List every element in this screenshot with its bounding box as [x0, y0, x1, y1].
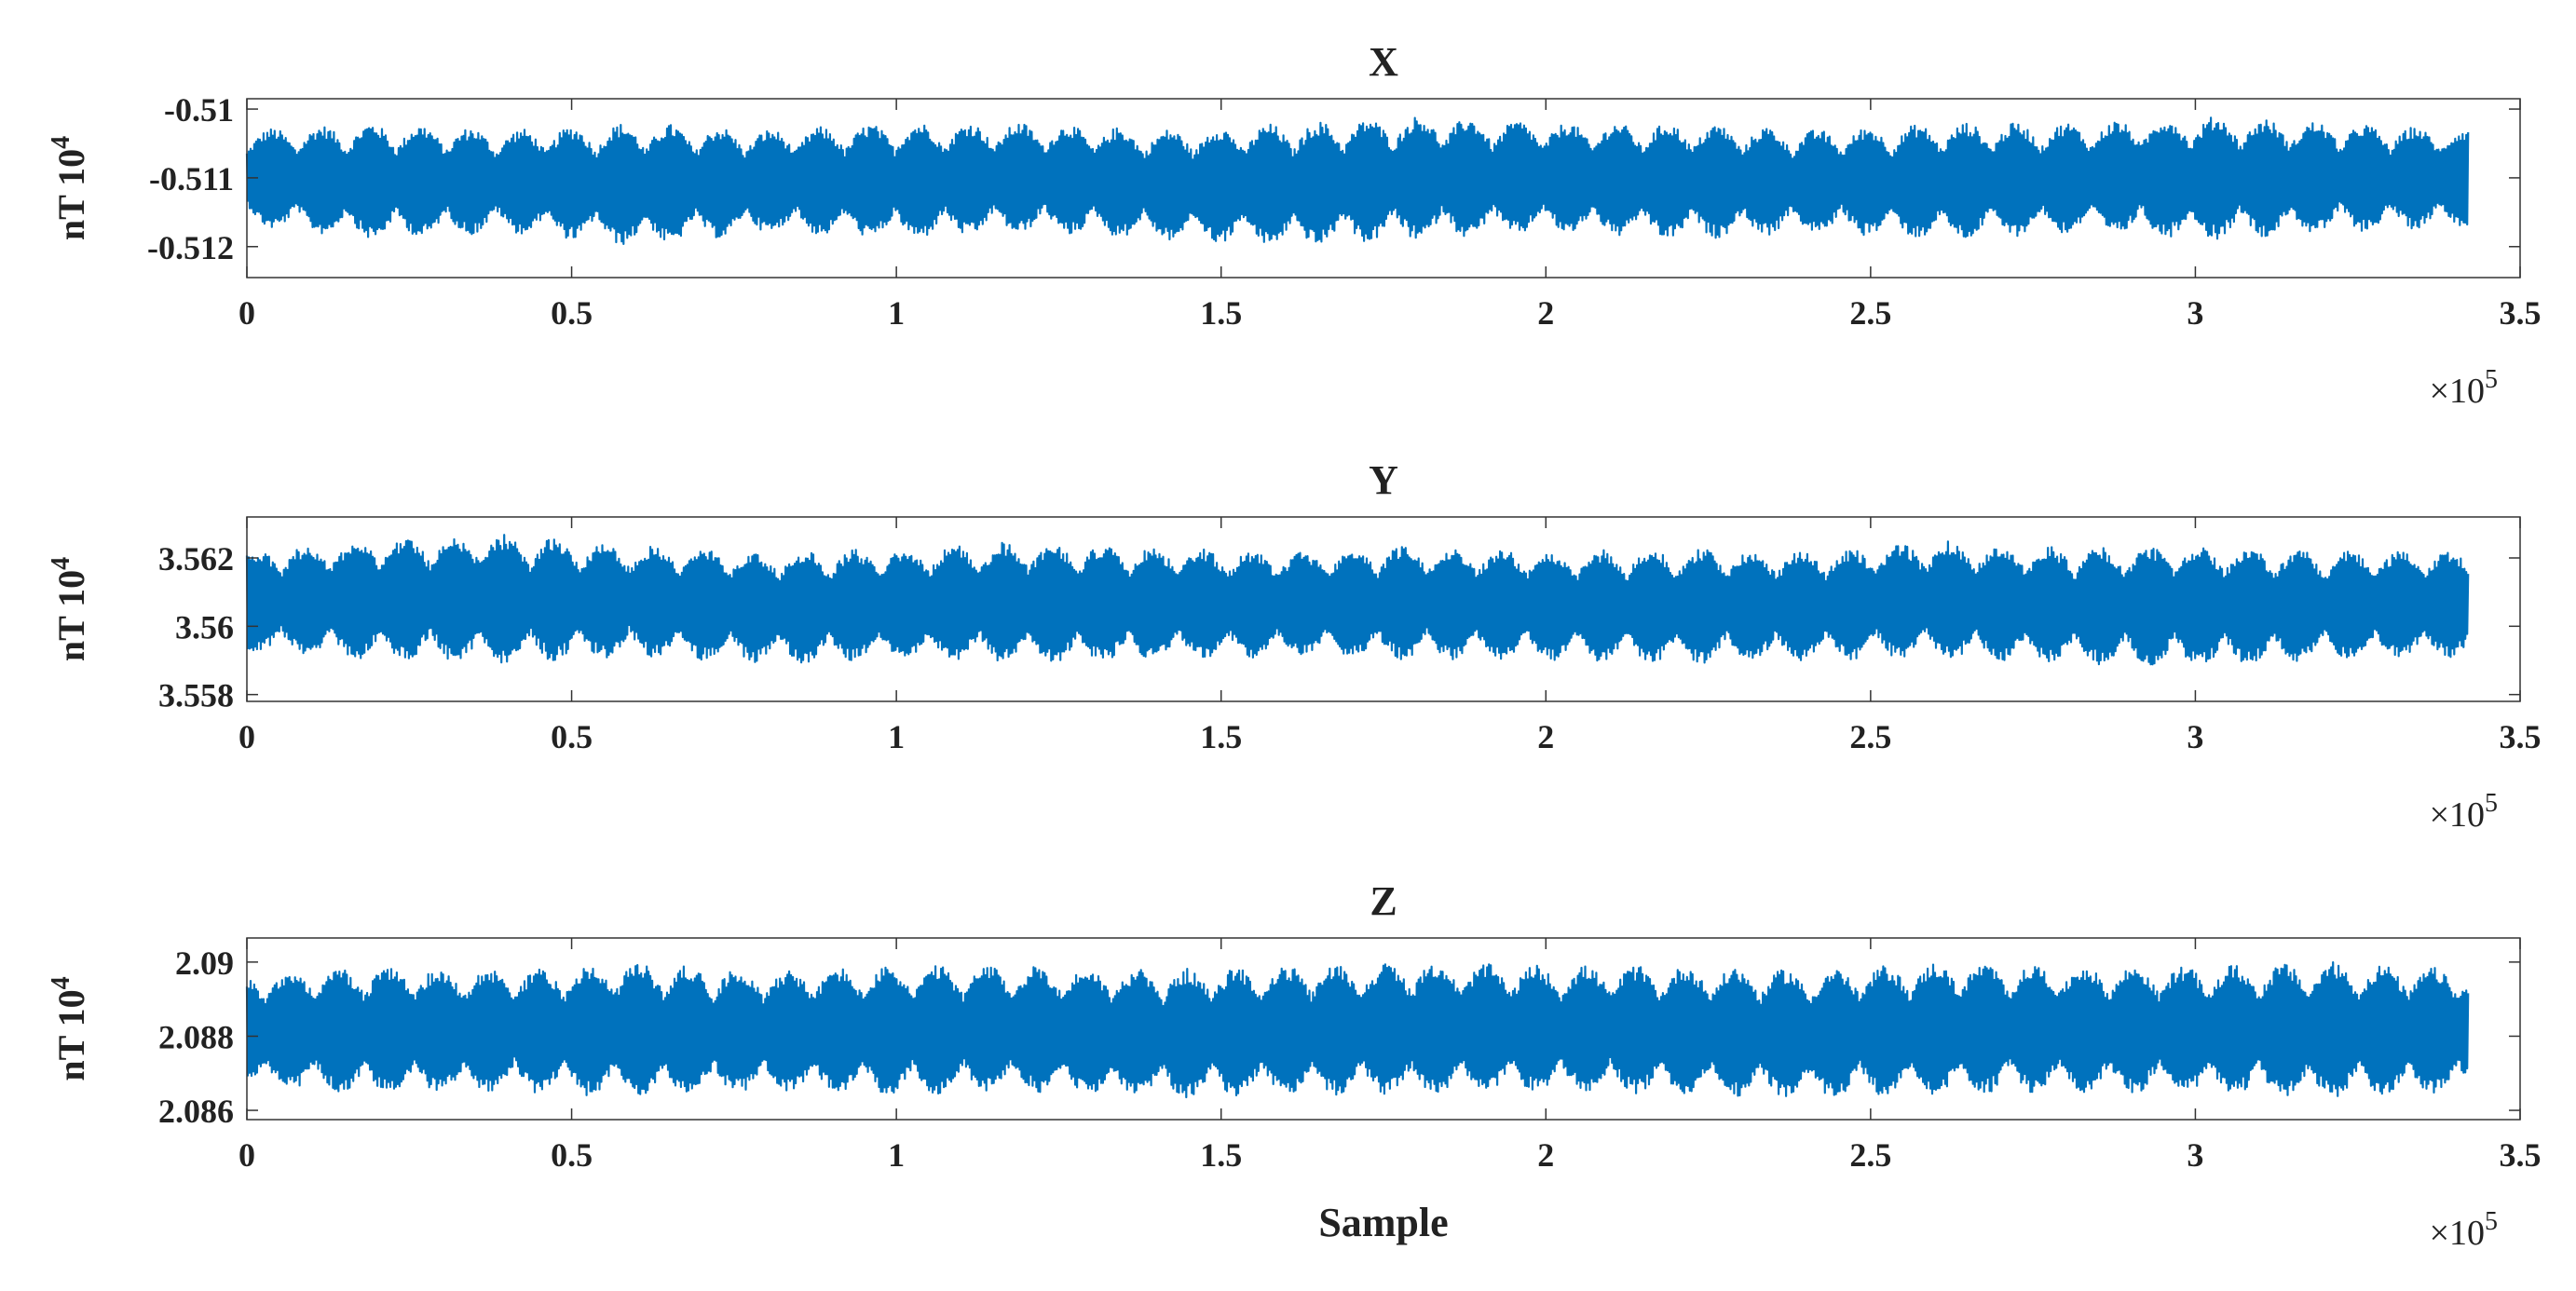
x-axis-label: Sample	[1318, 1200, 1448, 1245]
x-tick-label: 3	[2187, 1136, 2203, 1174]
series-line-z	[245, 961, 2470, 1099]
y-multiplier-exponent: 4	[47, 557, 75, 570]
chart-panel-z: Z 0 0.5 1 1.5 2 2.5 3 3.5 2.09 2.088 2.086 nT 104 ×10…	[47, 878, 2542, 1253]
x-tick-label: 1.5	[1200, 294, 1242, 332]
x-tick-label: 0.5	[551, 718, 593, 755]
chart-title: Y	[1369, 457, 1398, 503]
x-multiplier-exponent: 5	[2485, 365, 2498, 394]
x-tick-label: 3	[2187, 294, 2203, 332]
axes-box	[246, 98, 2521, 279]
x-multiplier: ×10	[2430, 1214, 2485, 1253]
x-axis-multiplier: ×105	[2430, 789, 2498, 835]
x-tick-label: 0.5	[551, 1136, 593, 1174]
series-line-x	[245, 116, 2470, 245]
x-tick-label: 3	[2187, 718, 2203, 755]
y-unit: nT	[50, 186, 92, 240]
y-multiplier-exponent: 4	[47, 136, 75, 149]
y-multiplier-exponent: 4	[47, 976, 75, 989]
y-tick-label: 3.558	[158, 677, 234, 714]
y-multiplier: 10	[50, 149, 92, 186]
y-axis-label: nT 104	[47, 976, 92, 1080]
y-axis-label: nT 104	[47, 557, 92, 661]
chart-title: X	[1369, 39, 1398, 85]
x-tick-label: 1	[888, 294, 905, 332]
axes-box	[246, 937, 2521, 1121]
x-tick-label: 1	[888, 718, 905, 755]
y-multiplier: 10	[50, 989, 92, 1026]
y-tick-label: -0.511	[149, 160, 234, 197]
x-tick-label: 2.5	[1849, 1136, 1891, 1174]
y-tick-label: 2.09	[175, 944, 234, 982]
y-tick-label: 3.562	[158, 540, 234, 578]
y-tick-label: -0.51	[164, 91, 234, 129]
y-tick-label: 3.56	[175, 608, 234, 646]
y-axis-label: nT 104	[47, 136, 92, 240]
y-unit: nT	[50, 1026, 92, 1080]
chart-panel-y: Y 0 0.5 1 1.5 2 2.5 3 3.5 3.562 3.56 3.558 nT 104 ×10…	[47, 457, 2542, 835]
x-tick-label: 2.5	[1849, 718, 1891, 755]
x-tick-label: 0	[239, 718, 255, 755]
x-multiplier: ×10	[2430, 795, 2485, 835]
x-tick-label: 1.5	[1200, 1136, 1242, 1174]
x-multiplier-exponent: 5	[2485, 789, 2498, 818]
x-tick-label: 2	[1537, 718, 1554, 755]
y-unit: nT	[50, 607, 92, 661]
x-axis-multiplier: ×105	[2430, 1207, 2498, 1253]
y-tick-label: 2.086	[158, 1093, 234, 1130]
y-multiplier: 10	[50, 570, 92, 607]
series-line-y	[245, 534, 2470, 666]
x-tick-label: 0.5	[551, 294, 593, 332]
y-tick-label: 2.088	[158, 1018, 234, 1055]
x-tick-label: 3.5	[2500, 1136, 2542, 1174]
chart-panel-x: X 0 0.5 1 1.5 2 2.5 3 3.5 -0.51 -0.511 -0.512 nT 104…	[47, 39, 2542, 411]
x-tick-label: 2	[1537, 1136, 1554, 1174]
x-axis-multiplier: ×105	[2430, 365, 2498, 411]
x-tick-label: 0	[239, 294, 255, 332]
x-tick-label: 3.5	[2500, 718, 2542, 755]
y-tick-label: -0.512	[147, 229, 234, 266]
x-tick-label: 1	[888, 1136, 905, 1174]
x-multiplier: ×10	[2430, 372, 2485, 411]
x-tick-label: 1.5	[1200, 718, 1242, 755]
x-tick-label: 2	[1537, 294, 1554, 332]
x-tick-label: 2.5	[1849, 294, 1891, 332]
x-tick-label: 0	[239, 1136, 255, 1174]
x-tick-label: 3.5	[2500, 294, 2542, 332]
x-multiplier-exponent: 5	[2485, 1207, 2498, 1236]
axes-box	[246, 516, 2521, 702]
chart-title: Z	[1370, 878, 1397, 924]
